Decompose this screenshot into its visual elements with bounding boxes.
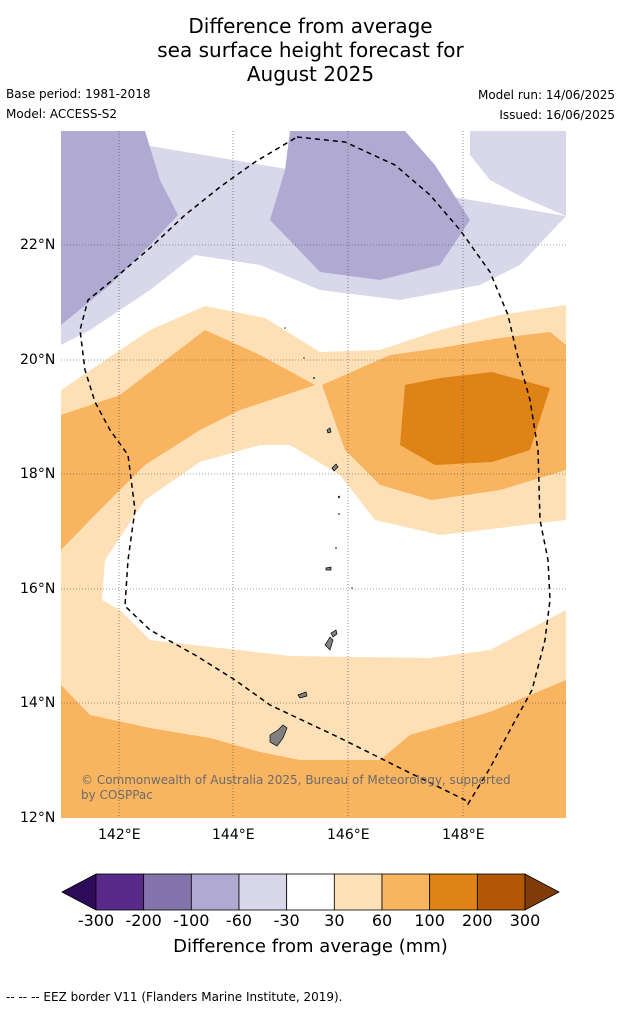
colorbar-extend-low [61, 873, 97, 911]
island-dot-1 [337, 495, 341, 499]
colorbar-segment [143, 873, 192, 911]
island-small-1 [325, 566, 332, 571]
colorbar-segment [333, 873, 383, 911]
gridlines [61, 131, 566, 818]
colorbar-tick-label: -200 [125, 911, 162, 930]
colorbar-tick-label: 100 [414, 911, 445, 930]
island-dot-5 [313, 377, 315, 379]
colorbar-tick-label: 300 [509, 911, 541, 930]
copyright-line-2: by COSPPac [81, 788, 153, 802]
colorbar-tick-label: -300 [77, 911, 115, 930]
colorbar-segment [190, 873, 240, 911]
colorbar-segment [238, 873, 288, 911]
lon-tick-142: 142°E [98, 827, 141, 843]
colorbar-tick-label: 200 [462, 911, 493, 930]
island-small-3 [326, 427, 332, 434]
lat-tick-12: 12°N [20, 810, 56, 826]
chart-title: Difference from average sea surface heig… [0, 14, 621, 86]
colorbar-segment [381, 873, 431, 911]
contour-60-region [61, 330, 315, 550]
issued-label: Issued: 16/06/2025 [499, 108, 615, 122]
island-rota [297, 691, 308, 699]
island-small-2 [331, 463, 339, 472]
colorbar-tick-label: -60 [225, 911, 253, 930]
lon-tick-146: 146°E [327, 827, 370, 843]
colorbar-segment [476, 873, 526, 911]
title-line-2: sea surface height forecast for [157, 38, 464, 62]
lon-tick-144: 144°E [212, 827, 255, 843]
base-period-label: Base period: 1981-2018 [6, 87, 151, 101]
map-area: © Commonwealth of Australia 2025, Bureau… [61, 131, 566, 818]
contour-neg60-region [61, 131, 178, 325]
colorbar-segment [429, 873, 478, 911]
lat-tick-22: 22°N [20, 237, 56, 253]
title-line-3: August 2025 [246, 62, 375, 86]
island-dot-7 [284, 327, 286, 329]
contour-60-region-3 [61, 680, 566, 818]
lat-tick-16: 16°N [20, 581, 56, 597]
model-run-label: Model run: 14/06/2025 [477, 88, 615, 102]
colorbar-tick-label: -100 [173, 911, 210, 930]
colorbar-title: Difference from average (mm) [173, 936, 448, 957]
colorbar [61, 873, 560, 911]
title-line-1: Difference from average [188, 14, 433, 38]
colorbar-segment [95, 873, 145, 911]
lat-tick-20: 20°N [20, 352, 56, 368]
island-dot-6 [303, 357, 305, 359]
lat-tick-18: 18°N [20, 466, 56, 482]
eez-footnote: -- -- -- EEZ border V11 (Flanders Marine… [6, 990, 343, 1004]
island-dot-3 [335, 547, 337, 549]
island-dot-2 [338, 513, 340, 515]
island-dot-4 [351, 587, 353, 589]
colorbar-extend-high [524, 873, 560, 911]
contour-100-region [400, 372, 550, 465]
copyright-line-1: © Commonwealth of Australia 2025, Bureau… [81, 773, 511, 787]
island-saipan [324, 629, 338, 651]
colorbar-tick-label: 30 [324, 911, 345, 930]
lon-tick-148: 148°E [442, 827, 485, 843]
contour-neg60-region-2 [270, 131, 470, 280]
island-guam [269, 724, 288, 747]
colorbar-tick-label: -30 [273, 911, 300, 930]
lat-tick-14: 14°N [20, 695, 56, 711]
colorbar-tick-label: 60 [371, 911, 393, 930]
colorbar-segment [286, 873, 335, 911]
model-label: Model: ACCESS-S2 [6, 107, 118, 121]
